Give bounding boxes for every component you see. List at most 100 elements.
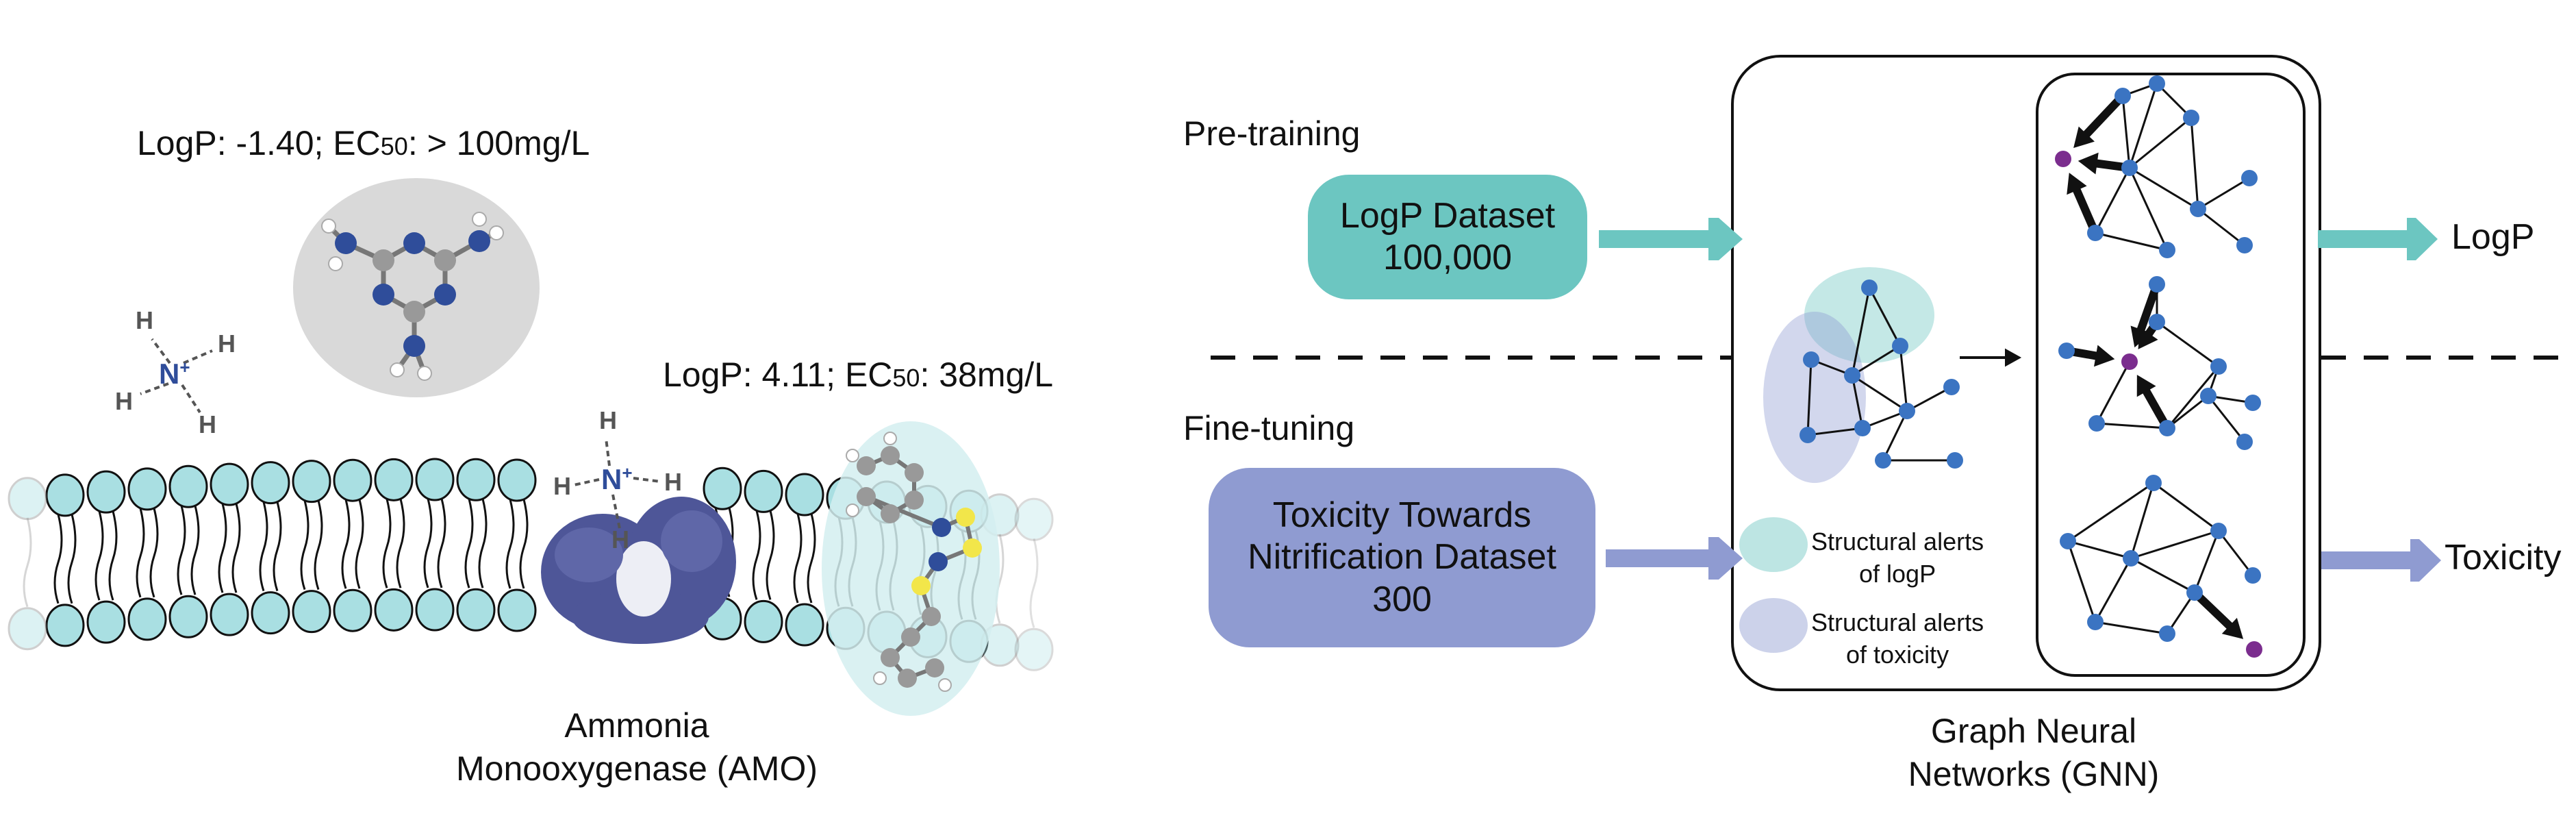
graph-node: [2159, 242, 2175, 258]
attention-arrowhead: [2093, 345, 2115, 367]
graph-edge: [2096, 422, 2168, 430]
gnn-label-line1: Graph Neural: [1930, 712, 2137, 750]
toxicity-dataset-size: 300: [1372, 579, 1432, 619]
legend-tox-line2: of toxicity: [1846, 640, 1949, 669]
atom-carbon: [925, 658, 944, 677]
graph-edge: [2166, 366, 2220, 429]
atom-hydrogen: [489, 225, 504, 240]
graph-edge: [2128, 167, 2169, 251]
graph-node: [2159, 420, 2175, 436]
molecule2-property-label: LogP: 4.11; EC50: 38mg/L: [663, 356, 1054, 394]
graph-node: [2060, 533, 2076, 549]
graph-edge: [2095, 232, 2168, 251]
attention-arrowhead: [2073, 126, 2095, 149]
lipid-head: [251, 461, 290, 505]
graph-node: [2186, 584, 2203, 601]
lipid-head: [86, 600, 126, 644]
output-logp-label: LogP: [2451, 217, 2535, 257]
graph-node: [2058, 343, 2075, 359]
graph-node: [2210, 358, 2227, 375]
legend-logp-line2: of logP: [1859, 559, 1936, 588]
atom-nitrogen: [468, 230, 490, 252]
ammonium-free-h1: H: [136, 306, 153, 334]
gnn-outer-box: [1731, 55, 2321, 691]
lipid-tail: [314, 500, 323, 590]
lipid-tail: [519, 499, 529, 589]
ammonium-ion-free: [140, 338, 213, 414]
lipid-head: [292, 460, 331, 503]
graph-node: [2114, 88, 2131, 104]
graph-node: [2149, 314, 2165, 330]
ammonium-bound-nitrogen: N+: [601, 462, 633, 495]
graph-edge: [2197, 177, 2250, 210]
lipid-head: [45, 473, 85, 517]
attention-arrowhead: [2136, 375, 2156, 397]
graph-edge: [1851, 287, 1871, 376]
graph-edge: [2094, 167, 2131, 234]
amo-protein: [541, 497, 736, 644]
graph-node: [1803, 351, 1819, 368]
graph-node: [2236, 434, 2253, 450]
lipid-head: [497, 458, 537, 502]
atom-carbon: [434, 249, 456, 271]
lipid-head: [292, 590, 331, 634]
lipid-head: [210, 593, 249, 636]
graph-edge: [2129, 166, 2199, 210]
atom-carbon: [901, 627, 920, 647]
ammonium-bound-h2: H: [553, 472, 571, 500]
lipid-tail: [273, 501, 282, 592]
lipid-tail: [382, 498, 392, 588]
gnn-label: Graph Neural Networks (GNN): [1794, 710, 2273, 795]
lipid-tail: [355, 499, 364, 589]
lipid-head: [456, 588, 496, 632]
lipid-tail: [149, 508, 159, 598]
graph-node: [2121, 160, 2138, 176]
graph-edge: [2067, 540, 2097, 623]
graph-node: [1800, 427, 1816, 443]
atom-hydrogen: [846, 503, 859, 517]
atom-hydrogen: [472, 212, 487, 227]
attention-arrowhead: [2221, 617, 2244, 639]
ammonium-free-nitrogen: N+: [159, 357, 190, 390]
lipid-tail: [94, 510, 104, 601]
lipid-tail: [177, 505, 186, 595]
legend-logp-line1: Structural alerts: [1811, 527, 1984, 556]
atom-sulfur: [911, 576, 931, 595]
legend-logp-swatch: [1739, 517, 1808, 572]
logp-dataset-title: LogP Dataset: [1339, 195, 1556, 236]
attention-arrowhead: [2067, 173, 2087, 195]
atom-carbon: [905, 490, 924, 510]
legend-tox-swatch: [1739, 598, 1808, 653]
atom-carbon: [881, 648, 900, 667]
graph-edge: [1806, 359, 1813, 436]
graph-node: [1947, 452, 1963, 469]
atom-hydrogen: [417, 366, 432, 381]
atom-hydrogen: [873, 671, 887, 685]
attention-arrowhead: [2138, 327, 2158, 349]
graph-node: [2159, 625, 2175, 642]
lipid-head: [415, 588, 455, 632]
lipid-head-faded: [1014, 627, 1054, 671]
atom-carbon: [372, 249, 394, 271]
graph-edge: [2193, 530, 2220, 593]
atom-carbon: [403, 301, 425, 323]
graph-edge: [1807, 427, 1863, 436]
atom-sulfur: [956, 508, 975, 527]
lipid-head: [168, 595, 208, 638]
logp-dataset-size: 100,000: [1383, 238, 1512, 277]
graph-edge: [2094, 558, 2132, 623]
arrow-tox-to-gnn: [1606, 537, 1743, 580]
enzyme-label-line2: Monooxygenase (AMO): [455, 749, 818, 788]
arrow-graph-to-attention: [1960, 348, 2022, 367]
lipid-tail: [259, 501, 268, 592]
atom-hydrogen: [883, 432, 897, 445]
lipid-tail: [341, 499, 351, 589]
lipid-head: [333, 458, 372, 502]
graph-node: [1854, 420, 1871, 436]
lipid-head: [374, 458, 414, 501]
graph-node: [1861, 279, 1878, 296]
bond: [865, 495, 943, 530]
lipid-tail: [478, 498, 488, 588]
lipid-head: [744, 599, 783, 643]
toxicity-dataset-title-line1: Toxicity Towards: [1272, 495, 1532, 535]
